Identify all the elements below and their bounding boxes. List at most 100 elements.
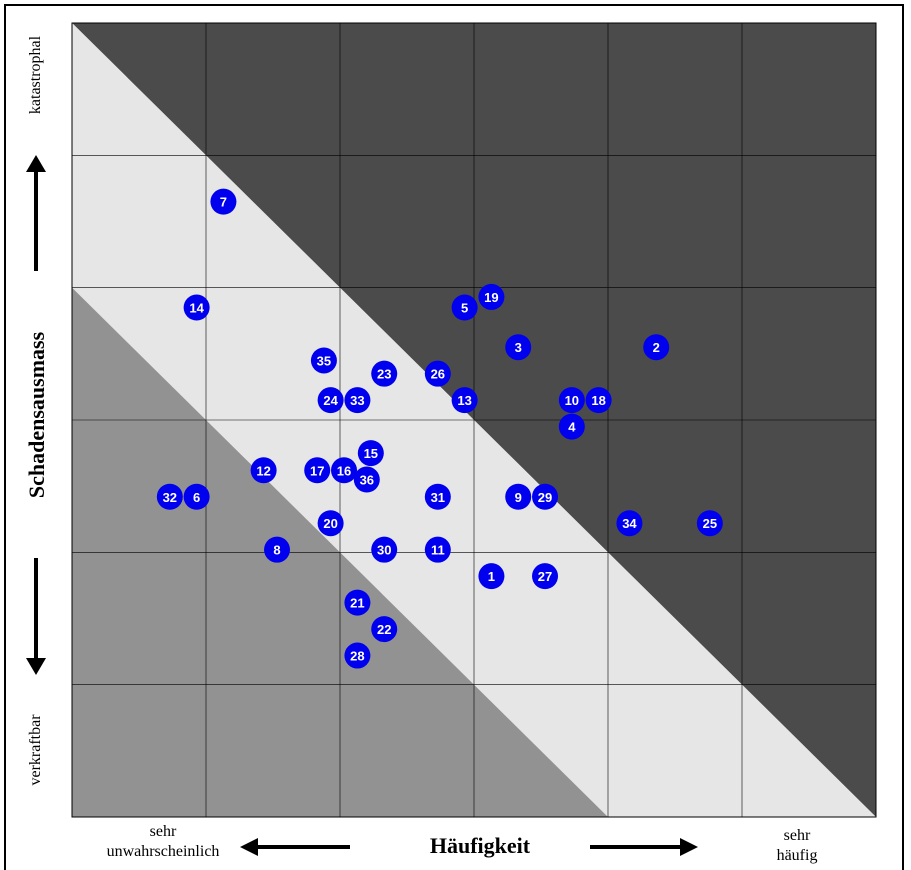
data-point-14: 14 xyxy=(183,294,210,321)
data-point-marker xyxy=(371,360,398,387)
data-point-label: 28 xyxy=(350,649,364,664)
data-point-marker xyxy=(371,536,398,563)
data-point-marker xyxy=(331,457,358,484)
data-point-marker xyxy=(558,387,585,414)
data-point-label: 22 xyxy=(377,622,391,637)
data-point-marker xyxy=(424,360,451,387)
data-point-marker xyxy=(424,483,451,510)
data-point-label: 1 xyxy=(488,569,495,584)
data-point-marker xyxy=(371,616,398,643)
x-left-arrow-icon xyxy=(240,838,350,856)
data-point-29: 29 xyxy=(532,483,559,510)
data-point-marker xyxy=(357,440,384,467)
data-point-marker xyxy=(317,510,344,537)
data-point-18: 18 xyxy=(585,387,612,414)
data-point-32: 32 xyxy=(156,483,183,510)
data-point-label: 3 xyxy=(515,340,522,355)
data-point-label: 7 xyxy=(220,195,227,210)
data-point-marker xyxy=(344,589,371,616)
data-point-11: 11 xyxy=(424,536,451,563)
data-point-marker xyxy=(451,387,478,414)
data-point-marker xyxy=(317,387,344,414)
data-point-marker xyxy=(264,536,291,563)
data-point-marker xyxy=(424,536,451,563)
data-point-16: 16 xyxy=(331,457,358,484)
data-point-10: 10 xyxy=(558,387,585,414)
data-point-marker xyxy=(304,457,331,484)
data-point-marker xyxy=(505,334,532,361)
data-point-25: 25 xyxy=(696,510,723,537)
data-point-28: 28 xyxy=(344,642,371,669)
x-axis-title: Häufigkeit xyxy=(430,833,531,858)
data-point-9: 9 xyxy=(505,483,532,510)
data-point-label: 6 xyxy=(193,490,200,505)
data-point-label: 17 xyxy=(310,463,324,478)
data-point-label: 30 xyxy=(377,543,391,558)
data-point-31: 31 xyxy=(424,483,451,510)
data-point-19: 19 xyxy=(478,283,505,310)
data-point-34: 34 xyxy=(616,510,643,537)
data-point-marker xyxy=(478,283,505,310)
data-point-label: 23 xyxy=(377,367,391,382)
data-point-20: 20 xyxy=(317,510,344,537)
data-point-23: 23 xyxy=(371,360,398,387)
data-point-33: 33 xyxy=(344,387,371,414)
data-point-marker xyxy=(451,294,478,321)
data-point-label: 29 xyxy=(538,490,552,505)
data-point-marker xyxy=(353,466,380,493)
data-point-label: 24 xyxy=(323,393,338,408)
data-point-label: 8 xyxy=(273,543,280,558)
y-low-label: verkraftbar xyxy=(27,714,44,786)
data-point-label: 31 xyxy=(431,490,445,505)
data-point-marker xyxy=(310,347,337,374)
data-point-label: 10 xyxy=(565,393,579,408)
data-point-marker xyxy=(585,387,612,414)
data-points: 1234567891011121314151617181920212223242… xyxy=(156,188,723,669)
data-point-label: 11 xyxy=(431,543,445,558)
data-point-30: 30 xyxy=(371,536,398,563)
data-point-marker xyxy=(558,413,585,440)
data-point-marker xyxy=(250,457,277,484)
data-point-label: 5 xyxy=(461,301,468,316)
x-low-label-line1: sehr xyxy=(149,823,177,840)
data-point-marker xyxy=(183,294,210,321)
data-point-label: 18 xyxy=(591,393,605,408)
data-point-label: 12 xyxy=(256,463,270,478)
data-point-label: 19 xyxy=(484,290,498,305)
x-low-label-line2: unwahrscheinlich xyxy=(106,843,220,860)
data-point-label: 35 xyxy=(317,353,331,368)
y-high-label: katastrophal xyxy=(27,35,44,114)
data-point-label: 26 xyxy=(431,367,445,382)
data-point-3: 3 xyxy=(505,334,532,361)
data-point-marker xyxy=(532,563,559,590)
data-point-marker xyxy=(210,188,237,215)
x-high-label-line2: häufig xyxy=(776,847,818,864)
data-point-8: 8 xyxy=(264,536,291,563)
data-point-1: 1 xyxy=(478,563,505,590)
data-point-15: 15 xyxy=(357,440,384,467)
x-high-label-line1: sehr xyxy=(783,827,811,844)
chart-frame xyxy=(4,4,904,870)
data-point-12: 12 xyxy=(250,457,277,484)
data-point-label: 33 xyxy=(350,393,364,408)
data-point-label: 9 xyxy=(515,490,522,505)
data-point-label: 21 xyxy=(350,596,364,611)
y-axis-title: Schadensausmass xyxy=(24,331,49,498)
data-point-26: 26 xyxy=(424,360,451,387)
data-point-label: 25 xyxy=(703,516,717,531)
data-point-35: 35 xyxy=(310,347,337,374)
data-point-marker xyxy=(156,483,183,510)
data-point-marker xyxy=(478,563,505,590)
data-point-5: 5 xyxy=(451,294,478,321)
data-point-2: 2 xyxy=(643,334,670,361)
data-point-label: 14 xyxy=(189,301,204,316)
grid-lines xyxy=(72,23,876,817)
data-point-24: 24 xyxy=(317,387,344,414)
data-point-marker xyxy=(344,387,371,414)
x-right-arrow-icon xyxy=(590,838,698,856)
data-point-marker xyxy=(696,510,723,537)
data-point-marker xyxy=(344,642,371,669)
data-point-13: 13 xyxy=(451,387,478,414)
data-point-marker xyxy=(183,483,210,510)
x-high-label: sehr häufig xyxy=(752,826,842,866)
